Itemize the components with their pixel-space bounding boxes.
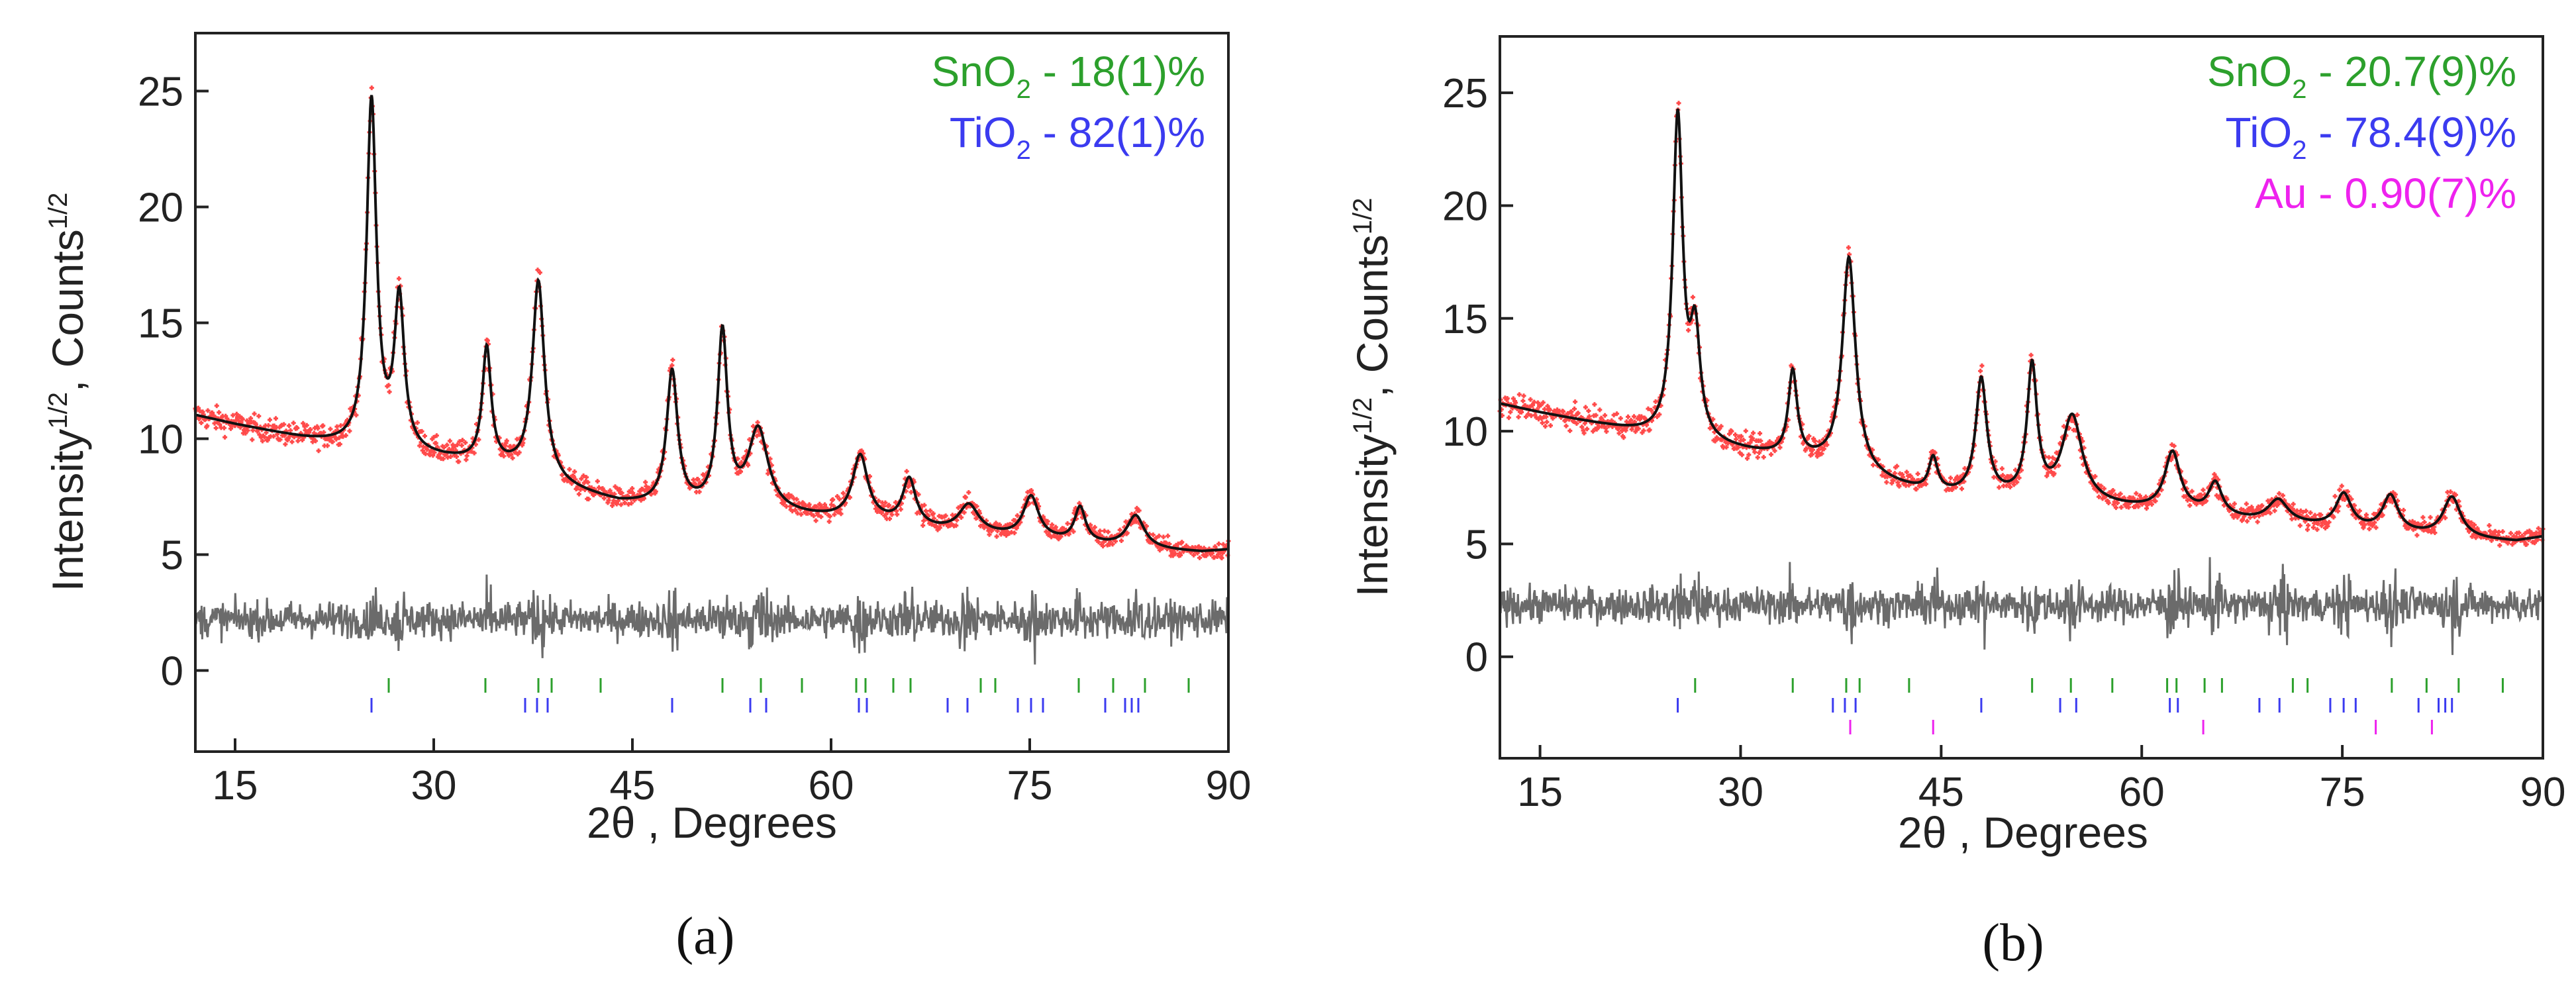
legend-label: Au <box>2255 170 2306 217</box>
legend-label: SnO <box>932 48 1016 95</box>
legend-dash: - <box>2306 109 2344 156</box>
x-tick-label: 45 <box>610 763 656 809</box>
panel-b-x-axis: 15 30 45 60 75 90 <box>1517 745 2565 815</box>
x-tick-label: 90 <box>2520 769 2566 815</box>
y-tick-label: 15 <box>138 301 183 347</box>
x-tick-label: 75 <box>1007 763 1053 809</box>
panel-a-difference-series <box>194 574 1230 665</box>
legend-dash: - <box>2306 48 2344 95</box>
panel-b-legend-entry: Au - 0.90(7)% <box>2255 170 2516 217</box>
panel-a-ylabel-mid: , Counts <box>43 229 92 392</box>
panel-b-x-axis-title: 2θ , Degrees <box>1898 808 2148 857</box>
panel-b-difference-series <box>1499 557 2544 656</box>
x-tick-label: 30 <box>411 763 457 809</box>
legend-subscript: 2 <box>1016 75 1031 104</box>
x-tick-label: 15 <box>1517 769 1563 815</box>
panel-b-y-axis-title: Intensity1/2, Counts1/2 <box>1348 198 1397 597</box>
panel-a: 15 30 45 60 75 90 0 5 10 15 20 25 2θ , Degrees Int… <box>43 32 1252 966</box>
panel-b-y-axis: 0 5 10 15 20 25 <box>1442 71 1513 681</box>
panel-a-legend-entry: SnO2 - 18(1)% <box>932 48 1206 104</box>
panel-b-ylabel-main: Intensity <box>1348 434 1397 597</box>
panel-a-ylabel-sup: 1/2 <box>44 392 73 429</box>
x-tick-label: 15 <box>213 763 258 809</box>
panel-b-calculated-series <box>1499 108 2544 542</box>
y-tick-label: 10 <box>1442 409 1488 455</box>
panel-b-caption: (b) <box>1982 914 2044 972</box>
panel-a-calculated-series <box>195 95 1229 553</box>
x-tick-label: 30 <box>1718 769 1763 815</box>
y-tick-label: 25 <box>1442 71 1488 117</box>
panel-b-legend-entry: SnO2 - 20.7(9)% <box>2207 48 2516 104</box>
legend-label: TiO <box>2225 109 2292 156</box>
panel-b-ylabel-sup: 1/2 <box>1348 397 1377 434</box>
y-tick-label: 25 <box>138 70 183 115</box>
panel-b-observed-series <box>1497 101 2546 548</box>
panel-b-series-layer <box>1497 101 2546 734</box>
y-tick-label: 15 <box>1442 297 1488 342</box>
legend-label: TiO <box>950 109 1016 156</box>
x-tick-label: 60 <box>2119 769 2165 815</box>
panel-b-ylabel-sup-2: 1/2 <box>1348 198 1377 235</box>
legend-value: 18(1)% <box>1069 48 1205 95</box>
panel-b-plot-frame <box>1499 35 2544 760</box>
panel-a-ylabel-main: Intensity <box>43 429 92 592</box>
legend-subscript: 2 <box>2292 75 2306 104</box>
panel-a-x-axis: 15 30 45 60 75 90 <box>213 738 1252 809</box>
legend-subscript: 2 <box>2292 136 2306 165</box>
legend-value: 78.4(9)% <box>2344 109 2516 156</box>
panel-a-series-layer <box>193 85 1231 713</box>
legend-value: 0.90(7)% <box>2344 170 2516 217</box>
y-tick-label: 5 <box>161 533 183 579</box>
panel-a-ylabel-sup-2: 1/2 <box>44 193 73 230</box>
y-tick-label: 0 <box>1465 635 1488 681</box>
panel-a-y-axis-title: Intensity1/2, Counts1/2 <box>43 193 92 592</box>
panel-a-legend-entry: TiO2 - 82(1)% <box>950 109 1205 165</box>
x-tick-label: 90 <box>1206 763 1252 809</box>
panel-a-plot-frame <box>194 32 1230 753</box>
legend-dash: - <box>1031 109 1069 156</box>
panel-a-x-axis-title: 2θ , Degrees <box>587 798 837 847</box>
panel-b-legend-entry: TiO2 - 78.4(9)% <box>2225 109 2516 165</box>
legend-value: 20.7(9)% <box>2344 48 2516 95</box>
legend-dash: - <box>1031 48 1069 95</box>
panel-a-legend: SnO2 - 18(1)%TiO2 - 82(1)% <box>932 48 1206 165</box>
y-tick-label: 0 <box>161 649 183 695</box>
y-tick-label: 20 <box>138 185 183 231</box>
panel-b-legend: SnO2 - 20.7(9)%TiO2 - 78.4(9)%Au - 0.90(… <box>2207 48 2516 217</box>
x-tick-label: 60 <box>809 763 854 809</box>
x-tick-label: 75 <box>2320 769 2365 815</box>
panel-a-caption: (a) <box>676 907 735 966</box>
y-tick-label: 5 <box>1465 522 1488 568</box>
panel-b-ylabel-mid: , Counts <box>1348 234 1397 397</box>
legend-subscript: 2 <box>1016 136 1031 165</box>
legend-label: SnO <box>2207 48 2292 95</box>
legend-value: 82(1)% <box>1069 109 1205 156</box>
x-tick-label: 45 <box>1918 769 1964 815</box>
panel-a-observed-series <box>193 85 1231 561</box>
y-tick-label: 20 <box>1442 183 1488 229</box>
y-tick-label: 10 <box>138 417 183 463</box>
legend-dash: - <box>2306 170 2344 217</box>
panel-a-y-axis: 0 5 10 15 20 25 <box>138 70 209 695</box>
panel-b: 15 30 45 60 75 90 0 5 10 15 20 25 2θ , Degrees Int… <box>1348 35 2565 972</box>
